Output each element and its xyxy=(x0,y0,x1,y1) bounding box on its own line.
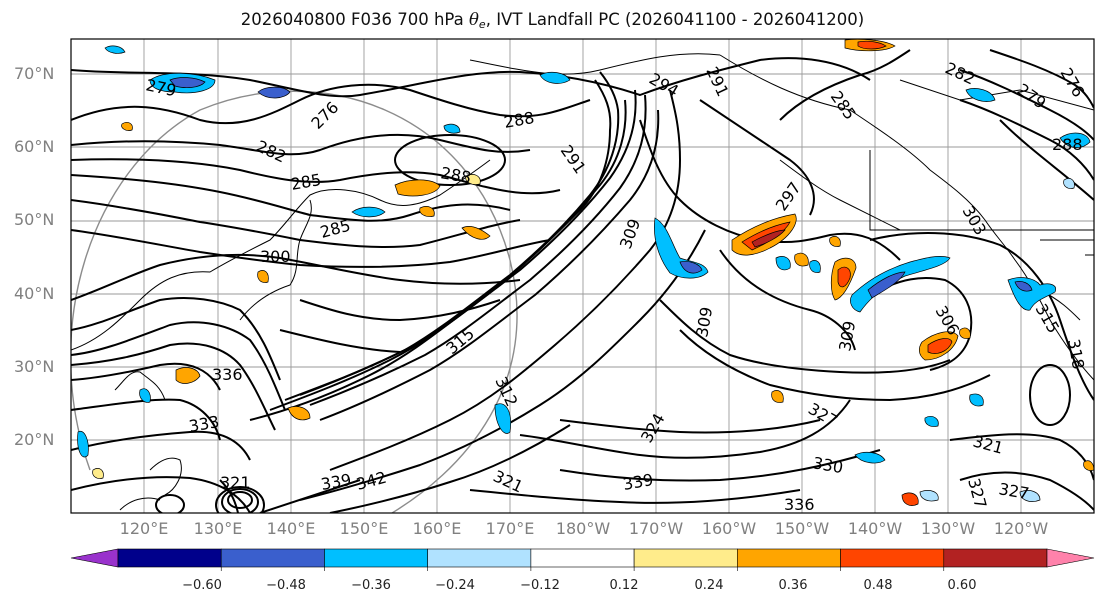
lon-label: 120°W xyxy=(993,519,1049,538)
contour-label: 336 xyxy=(784,495,815,514)
lon-label: 170°W xyxy=(628,519,684,538)
colorbar-segment xyxy=(840,548,945,568)
colorbar-tick-label: 0.12 xyxy=(609,578,639,593)
contour-label: 288 xyxy=(1052,135,1083,154)
colorbar-segment xyxy=(737,548,841,568)
colorbar-segment xyxy=(633,548,738,568)
colorbar-segment xyxy=(324,548,428,568)
colorbar-segment xyxy=(943,548,1048,568)
colorbar-tick-label: 0.60 xyxy=(947,578,977,593)
lon-label: 130°E xyxy=(193,519,243,538)
colorbar-segment xyxy=(530,548,635,568)
contour-label: 321 xyxy=(220,473,251,492)
colorbar-segment xyxy=(427,548,532,568)
contour-labels: 279 276 282 285 288 288 285 300 291 294 … xyxy=(144,58,1088,514)
colorbar-tick-label: −0.24 xyxy=(435,578,475,593)
contour-label: 300 xyxy=(260,247,291,266)
lon-label: 140°W xyxy=(847,519,903,538)
map-background xyxy=(71,39,1094,513)
colorbar xyxy=(70,548,1095,571)
chart-title: 2026040800 F036 700 hPa θe, IVT Landfall… xyxy=(240,10,865,31)
colorbar-tick-label: −0.36 xyxy=(351,578,391,593)
contour-label: 336 xyxy=(212,365,243,384)
colorbar-segment xyxy=(117,548,222,568)
colorbar-extension-low xyxy=(70,548,119,568)
ivt-negative-areas xyxy=(77,45,1091,502)
colorbar-tick-label: −0.60 xyxy=(182,578,222,593)
ivt-positive-areas xyxy=(92,39,1094,506)
colorbar-extension-high xyxy=(1046,548,1095,568)
lon-label: 130°W xyxy=(920,519,976,538)
colorbar-tick-label: −0.12 xyxy=(520,578,560,593)
lat-label: 70°N xyxy=(14,64,55,83)
colorbar-segment xyxy=(220,548,325,568)
lat-label: 30°N xyxy=(14,357,55,376)
lon-label: 160°E xyxy=(412,519,462,538)
domain-outline xyxy=(71,90,518,513)
colorbar-tick-label: 0.48 xyxy=(863,578,893,593)
lat-label: 40°N xyxy=(14,284,55,303)
lon-label: 160°W xyxy=(701,519,757,538)
lon-label: 180°W xyxy=(555,519,611,538)
lon-label: 150°W xyxy=(774,519,830,538)
lon-label: 150°E xyxy=(339,519,389,538)
lon-label: 120°E xyxy=(119,519,169,538)
colorbar-tick-label: −0.48 xyxy=(266,578,306,593)
colorbar-tick-label: 0.36 xyxy=(778,578,808,593)
map-frame xyxy=(70,38,1095,514)
lon-label: 140°E xyxy=(266,519,316,538)
lat-label: 20°N xyxy=(14,430,55,449)
lat-label: 60°N xyxy=(14,137,55,156)
lat-label: 50°N xyxy=(14,210,55,229)
colorbar-tick-label: 0.24 xyxy=(694,578,724,593)
lon-label: 170°E xyxy=(485,519,535,538)
closed-contours xyxy=(155,134,1071,513)
